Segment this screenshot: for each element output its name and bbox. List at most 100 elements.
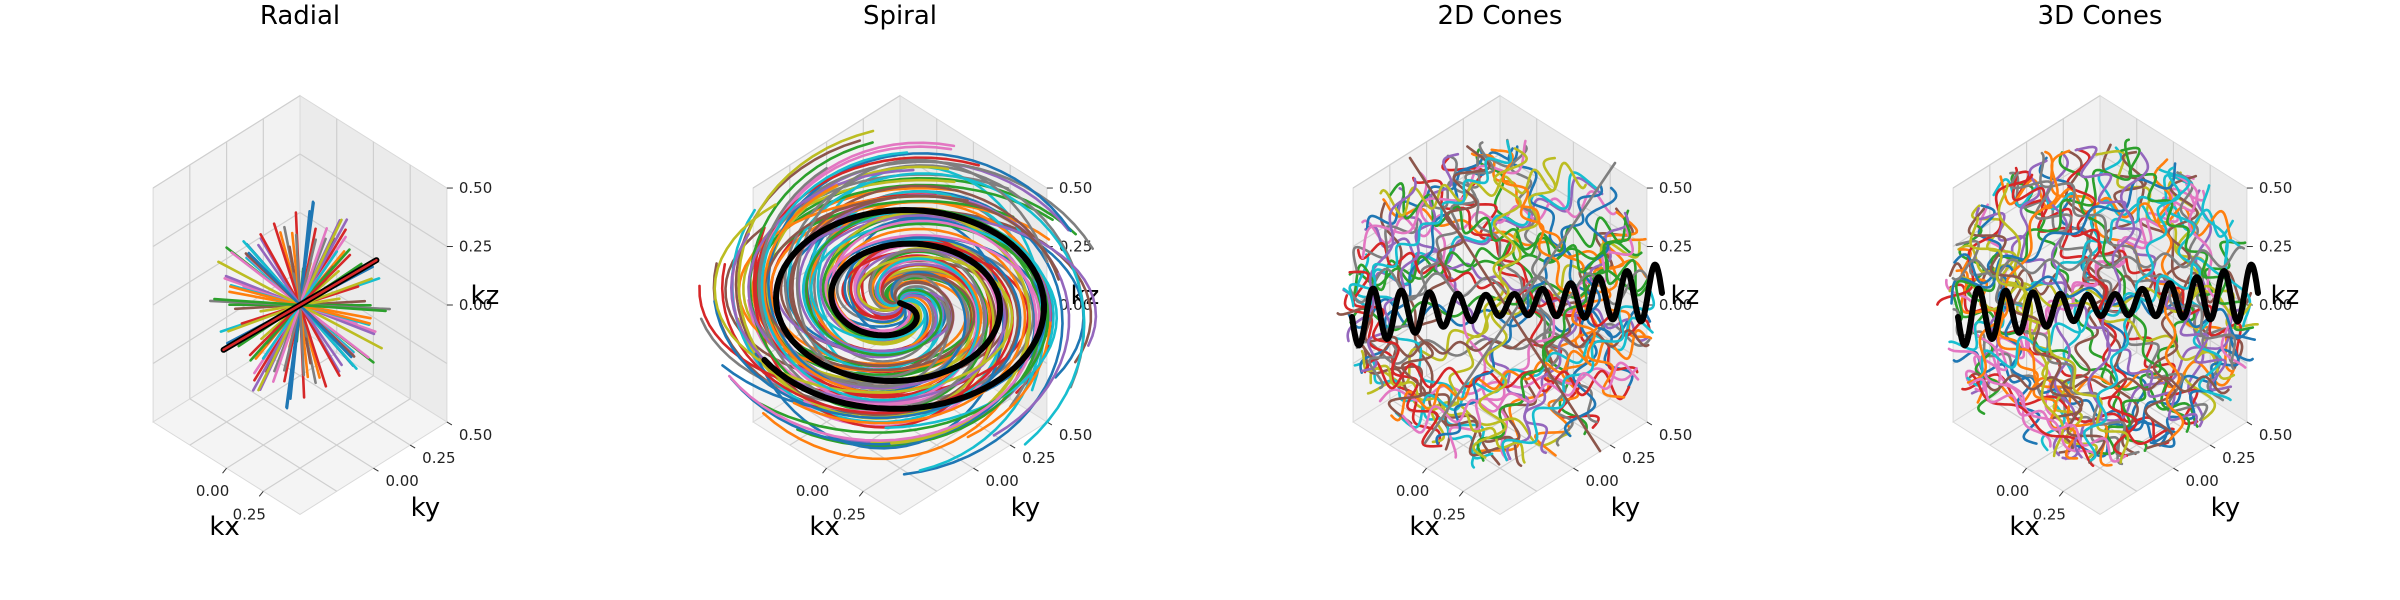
x-tickmark	[2022, 467, 2027, 474]
y-tick-label: 0.00	[385, 472, 418, 490]
x-tick-label: 0.25	[233, 505, 266, 523]
trajectory-line	[788, 194, 1059, 367]
y-tick-label: 0.25	[422, 449, 455, 467]
trajectory-line	[720, 240, 1014, 415]
trajectory-line	[763, 194, 976, 372]
x-axis-label: kx	[209, 512, 239, 542]
y-tick-label: 0.25	[1022, 449, 1055, 467]
gridline	[152, 95, 301, 189]
y-tickmark	[1573, 467, 1579, 472]
y-tick-label: 0.50	[1659, 426, 1692, 444]
trajectory-line	[1968, 377, 2127, 463]
trajectory-line	[1506, 211, 1630, 461]
gridline	[299, 153, 448, 248]
z-tick-label: 0.00	[459, 296, 492, 314]
gridline	[1352, 95, 1501, 189]
z-tick-label: 0.25	[2259, 238, 2292, 256]
trajectory-line	[1360, 349, 1526, 464]
y-tick-label: 0.50	[1059, 426, 1092, 444]
x-tick-label: 0.25	[1433, 505, 1466, 523]
gridline	[1952, 95, 2101, 189]
trajectory-line	[1955, 138, 2133, 323]
y-tickmark	[2246, 421, 2253, 426]
trajectory-line	[1968, 372, 2230, 395]
z-axis-label: kz	[471, 281, 500, 311]
x-tick-label: 0.25	[833, 505, 866, 523]
trajectory-line	[1348, 270, 1443, 448]
z-tick-label: 0.25	[459, 238, 492, 256]
gridline	[262, 398, 411, 492]
z-tick-label: 0.25	[1659, 238, 1692, 256]
trajectory-line	[1348, 139, 1513, 308]
trajectory-line	[1476, 217, 1632, 462]
x-tickmark	[822, 467, 827, 474]
y-axis-label: ky	[1611, 493, 1641, 523]
gridline	[1499, 153, 1648, 248]
trajectory-line	[1390, 328, 1646, 422]
x-tick-label: 0.25	[2033, 505, 2066, 523]
x-axis-label: kx	[1409, 512, 1439, 542]
trajectory-line	[222, 258, 378, 352]
x-tick-label: 0.00	[1996, 482, 2029, 500]
y-tickmark	[1646, 421, 1653, 426]
trajectory-line	[2039, 151, 2237, 370]
trajectory-line	[727, 219, 1038, 442]
y-tickmark	[373, 467, 379, 472]
panel-title: Spiral	[863, 1, 937, 31]
y-tickmark	[973, 467, 979, 472]
trajectory-line	[1472, 147, 1528, 459]
x-tick-label: 0.00	[1396, 482, 1429, 500]
y-tickmark	[446, 421, 453, 426]
z-tick-label: 0.00	[2259, 296, 2292, 314]
highlighted-trajectory	[1955, 261, 2261, 349]
trajectory-line	[1951, 245, 2246, 281]
trajectory-line	[1363, 358, 1631, 401]
x-axis-label: kx	[2009, 512, 2039, 542]
panel-title: Radial	[260, 1, 340, 31]
trajectory-line	[1359, 343, 1523, 468]
y-axis-label: ky	[2211, 493, 2241, 523]
x-tickmark	[858, 491, 864, 497]
x-axis-label: kx	[809, 512, 839, 542]
trajectories	[1936, 138, 2261, 468]
panel-title: 3D Cones	[2038, 1, 2163, 31]
panel-1: 0.000.250.000.250.500.000.250.50kxkykzRa…	[152, 1, 500, 542]
trajectory-line	[1448, 223, 1634, 459]
trajectory-line	[1958, 223, 2002, 415]
gridline	[226, 375, 374, 469]
x-tickmark	[2058, 491, 2064, 497]
x-tickmark	[258, 491, 264, 497]
trajectories	[698, 129, 1098, 476]
x-tickmark	[1422, 467, 1427, 474]
y-tick-label: 0.00	[1585, 472, 1618, 490]
x-tick-label: 0.00	[196, 482, 229, 500]
panel-title: 2D Cones	[1438, 1, 1563, 31]
trajectory-line	[2172, 171, 2247, 369]
trajectory-line	[757, 167, 986, 411]
x-tickmark	[222, 467, 227, 474]
y-tickmark	[409, 444, 416, 449]
trajectory-line	[1387, 145, 1491, 425]
panel-2: 0.000.250.000.250.500.000.250.50kxkykzSp…	[698, 1, 1099, 542]
trajectories	[209, 200, 392, 410]
y-tick-label: 0.00	[985, 472, 1018, 490]
z-axis-label: kz	[2271, 281, 2300, 311]
trajectory-line	[1947, 347, 2096, 455]
highlighted-trajectory	[761, 207, 1047, 412]
trajectory-line	[1401, 361, 1640, 434]
trajectory-line	[2058, 151, 2191, 433]
highlighted-trajectory	[1349, 261, 1665, 349]
trajectory-line	[760, 151, 980, 402]
y-tickmark	[1009, 444, 1016, 449]
z-tick-label: 0.00	[1659, 296, 1692, 314]
y-axis-label: ky	[1011, 493, 1041, 523]
trajectory-line	[1969, 216, 2130, 464]
trajectory-line	[1966, 149, 2071, 384]
trajectory-line	[713, 236, 1022, 420]
y-tick-label: 0.00	[2185, 472, 2218, 490]
trajectory-line	[795, 158, 1049, 388]
y-tick-label: 0.25	[1622, 449, 1655, 467]
y-axis-label: ky	[411, 493, 441, 523]
trajectory-line	[1364, 224, 1650, 343]
